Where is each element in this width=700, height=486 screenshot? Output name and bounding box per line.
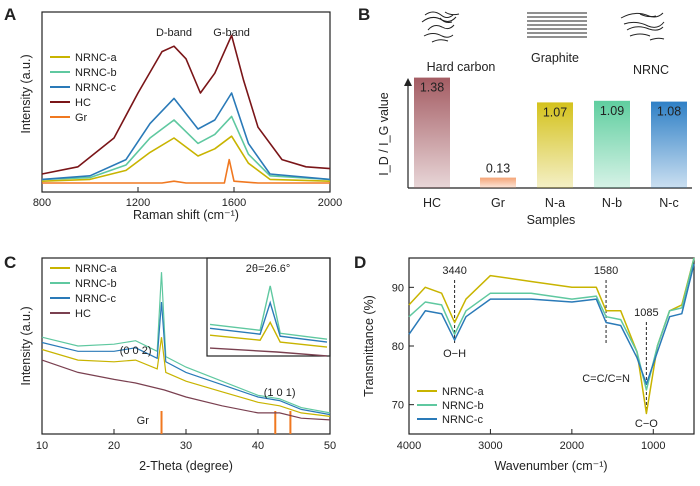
- raman-line-hc: [41, 34, 331, 175]
- xrd-line-hc: [41, 359, 331, 421]
- bar-value-label: 1.08: [657, 105, 681, 119]
- ftir-x-tick-label: 4000: [397, 440, 421, 452]
- bar-n-c: [651, 101, 687, 188]
- xrd-x-tick-label: 40: [252, 440, 264, 452]
- raman-x-tick-label: 2000: [318, 197, 342, 209]
- xrd-x-tick-label: 10: [36, 440, 48, 452]
- bar-gr: [480, 177, 516, 188]
- panel-label-b: B: [358, 5, 370, 24]
- xrd-legend-label: NRNC-a: [75, 263, 117, 275]
- panel-label-c: C: [4, 253, 16, 272]
- xrd-x-tick-label: 30: [180, 440, 192, 452]
- raman-line-nrnc-b: [41, 115, 331, 181]
- ftir-line-nrnc-c: [408, 263, 695, 385]
- xrd-inset-line-nrnc-c: [209, 300, 328, 343]
- xrd-inset-frame: [206, 257, 331, 357]
- xrd-inset-label: 2θ=26.6°: [246, 263, 290, 275]
- raman-legend-label: NRNC-b: [75, 67, 117, 79]
- graphite-caption: Graphite: [531, 51, 579, 65]
- ftir-y-axis-label: Transmittance (%): [362, 295, 376, 397]
- raman-legend-label: HC: [75, 97, 91, 109]
- bar-value-label: 1.38: [420, 81, 444, 95]
- ftir-x-axis-label: Wavenumber (cm⁻¹): [494, 459, 607, 473]
- ftir-y-tick-label: 80: [392, 341, 404, 353]
- ftir-peak-label: 1085: [634, 307, 658, 319]
- ftir-x-tick-label: 1000: [641, 440, 665, 452]
- hard-carbon-caption: Hard carbon: [427, 60, 496, 74]
- nrnc-caption: NRNC: [633, 63, 669, 77]
- ftir-y-tick-label: 70: [392, 400, 404, 412]
- xrd-inset-line-hc: [209, 347, 328, 357]
- bar-category-label: N-a: [545, 196, 565, 210]
- bar-value-label: 1.09: [600, 104, 624, 118]
- xrd-legend-label: NRNC-c: [75, 293, 116, 305]
- d-band-label: D-band: [156, 27, 192, 39]
- raman-x-axis-label: Raman shift (cm⁻¹): [133, 208, 239, 222]
- bar-category-label: N-c: [659, 196, 678, 210]
- xrd-y-axis-label: Intensity (a.u.): [19, 306, 33, 385]
- xrd-legend-label: HC: [75, 308, 91, 320]
- ftir-peak-label: 1580: [594, 265, 618, 277]
- bar-category-label: HC: [423, 196, 441, 210]
- peak-002-label: (0 0 2): [120, 345, 152, 357]
- xrd-line-nrnc-c: [41, 301, 331, 416]
- ftir-y-tick-label: 90: [392, 282, 404, 294]
- bar-hc: [414, 77, 450, 188]
- raman-x-tick-label: 1200: [126, 197, 150, 209]
- ftir-bond-label: C=C/C=N: [582, 373, 630, 385]
- bar-value-label: 0.13: [486, 162, 510, 176]
- ftir-bond-label: C−O: [635, 418, 658, 430]
- ftir-legend-label: NRNC-a: [442, 386, 484, 398]
- id-ig-bar-chart: Hard carbon Graphite NRNC I_D / I_G valu…: [377, 11, 692, 227]
- raman-x-tick-label: 1600: [222, 197, 246, 209]
- ftir-chart: Transmittance (%) Wavenumber (cm⁻¹) 4000…: [362, 257, 695, 473]
- raman-line-nrnc-a: [41, 135, 331, 182]
- peak-101-label: (1 0 1): [264, 387, 296, 399]
- xrd-inset-line-nrnc-b: [209, 285, 328, 340]
- raman-legend-label: Gr: [75, 112, 88, 124]
- xrd-x-axis-label: 2-Theta (degree): [139, 459, 233, 473]
- panel-label-a: A: [4, 5, 16, 24]
- raman-line-nrnc-c: [41, 92, 331, 181]
- raman-chart: Intensity (a.u.) Raman shift (cm⁻¹) 800 1…: [19, 11, 342, 222]
- ftir-peak-label: 3440: [442, 265, 466, 277]
- bar-n-a: [537, 102, 573, 188]
- idig-y-axis-label: I_D / I_G value: [377, 92, 391, 175]
- bar-category-label: N-b: [602, 196, 622, 210]
- nrnc-sketch-icon: [620, 12, 665, 41]
- raman-plot-frame: [41, 11, 331, 193]
- raman-legend-label: NRNC-a: [75, 52, 117, 64]
- raman-legend-label: NRNC-c: [75, 82, 116, 94]
- xrd-legend-label: NRNC-b: [75, 278, 117, 290]
- xrd-x-tick-label: 50: [324, 440, 336, 452]
- bar-n-b: [594, 100, 630, 188]
- raman-y-axis-label: Intensity (a.u.): [19, 54, 33, 133]
- panel-label-d: D: [354, 253, 366, 272]
- ftir-line-nrnc-b: [408, 257, 695, 391]
- xrd-line-nrnc-a: [41, 337, 331, 417]
- hard-carbon-sketch-icon: [421, 11, 460, 43]
- ftir-x-tick-label: 2000: [560, 440, 584, 452]
- graphite-layers-icon: [527, 12, 587, 38]
- ftir-bond-label: O−H: [443, 348, 466, 360]
- xrd-inset-line-nrnc-a: [209, 320, 328, 348]
- raman-x-tick-label: 800: [33, 197, 51, 209]
- ftir-legend-label: NRNC-b: [442, 400, 484, 412]
- raman-line-gr: [42, 158, 330, 184]
- g-band-label: G-band: [213, 27, 250, 39]
- gr-reference-label: Gr: [137, 415, 150, 427]
- ftir-x-tick-label: 3000: [478, 440, 502, 452]
- idig-x-axis-label: Samples: [527, 213, 576, 227]
- xrd-x-tick-label: 20: [108, 440, 120, 452]
- bar-category-label: Gr: [491, 196, 505, 210]
- xrd-chart: Intensity (a.u.) 2-Theta (degree) 10 20 30…: [19, 257, 336, 473]
- bar-value-label: 1.07: [543, 105, 567, 119]
- ftir-legend-label: NRNC-c: [442, 414, 483, 426]
- y-axis-arrow-icon: [404, 78, 412, 86]
